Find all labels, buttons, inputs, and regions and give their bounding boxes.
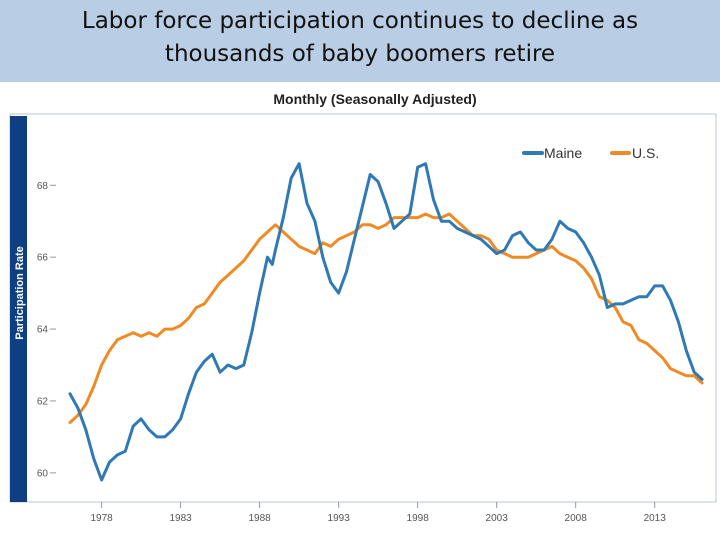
slide-title-line-2: thousands of baby boomers retire xyxy=(164,41,556,67)
x-tick-label: 1988 xyxy=(249,513,272,522)
y-axis-label: Participation Rate xyxy=(14,246,26,340)
x-tick-label: 2003 xyxy=(486,513,509,522)
series-layer xyxy=(68,162,704,482)
axis-ticks: 60 62 64 66 68 1978 1983 1988 1993 1998 2003 2008 20… xyxy=(37,181,666,522)
y-axis-label-band xyxy=(10,116,27,502)
legend: Maine U.S. xyxy=(522,145,659,161)
slide-title-bar: Labor force participation continues to d… xyxy=(0,0,720,82)
participation-rate-chart: Monthly (Seasonally Adjusted) Participat… xyxy=(9,91,717,522)
y-tick-label: 62 xyxy=(37,396,49,407)
x-tick-label: 1998 xyxy=(407,513,430,522)
y-tick-label: 64 xyxy=(37,325,49,336)
y-tick-label: 60 xyxy=(37,468,49,479)
x-tick-label: 2008 xyxy=(565,513,588,522)
y-tick-label: 66 xyxy=(37,253,49,264)
legend-label-maine: Maine xyxy=(544,145,582,161)
x-tick-label: 1983 xyxy=(169,513,192,522)
slide-title-line-1: Labor force participation continues to d… xyxy=(81,8,639,34)
series-line-us xyxy=(68,212,704,424)
x-tick-label: 1978 xyxy=(90,513,113,522)
x-tick-label: 1993 xyxy=(328,513,351,522)
legend-label-us: U.S. xyxy=(632,145,659,161)
x-tick-label: 2013 xyxy=(644,513,667,522)
series-line-maine xyxy=(68,162,704,482)
y-tick-label: 68 xyxy=(37,181,49,192)
chart-title: Monthly (Seasonally Adjusted) xyxy=(273,91,476,107)
plot-frame xyxy=(9,113,717,503)
